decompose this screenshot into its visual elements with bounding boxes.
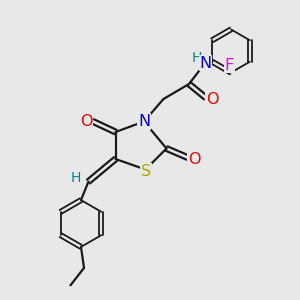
Text: O: O xyxy=(80,114,93,129)
Text: O: O xyxy=(188,152,200,166)
Text: O: O xyxy=(206,92,218,106)
Text: N: N xyxy=(200,56,211,70)
Text: H: H xyxy=(191,51,202,65)
Text: F: F xyxy=(225,58,234,73)
Text: S: S xyxy=(141,164,151,178)
Text: H: H xyxy=(71,172,81,185)
Text: N: N xyxy=(138,114,150,129)
